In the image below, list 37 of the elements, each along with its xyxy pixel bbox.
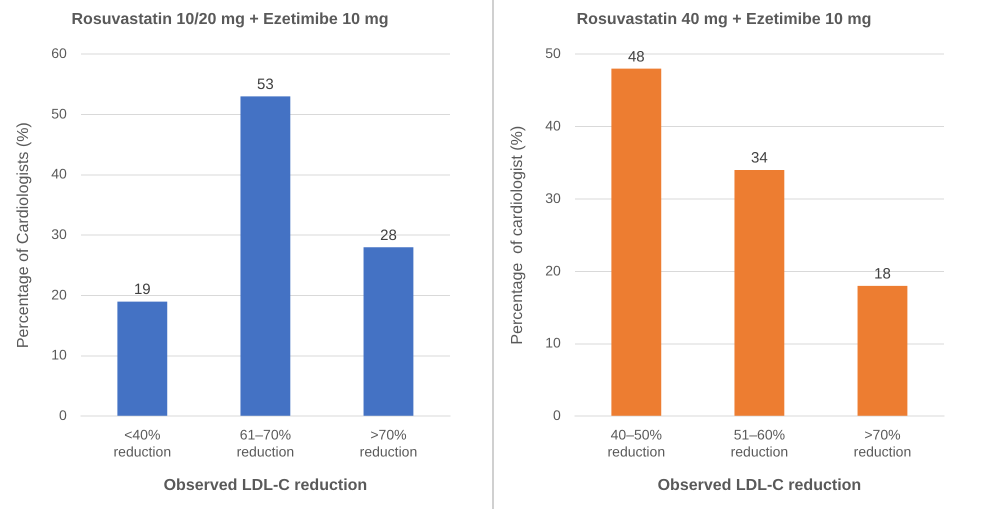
y-tick-label: 50 <box>545 45 561 62</box>
data-label: 34 <box>751 150 768 167</box>
bar <box>611 68 662 416</box>
x-tick-label: 51–60% reduction <box>730 426 788 460</box>
chart-title: Rosuvastatin 10/20 mg + Ezetimibe 10 mg <box>71 11 389 28</box>
data-label: 18 <box>874 266 891 283</box>
data-label: 53 <box>257 76 274 94</box>
y-tick-label: 30 <box>51 226 67 242</box>
x-tick-label: 40–50% reduction <box>608 426 666 460</box>
y-tick-label: 30 <box>545 190 561 206</box>
y-tick-label: 0 <box>552 407 561 424</box>
x-tick-label: <40% reduction <box>114 426 172 460</box>
y-tick-label: 40 <box>545 117 561 134</box>
x-tick-label: >70% reduction <box>854 426 912 460</box>
bar <box>364 247 414 416</box>
bar <box>734 170 784 416</box>
bar <box>240 96 290 416</box>
x-tick-label: >70% reduction <box>360 426 418 460</box>
bar <box>858 286 908 416</box>
x-tick-label: 61–70% reduction <box>236 426 294 460</box>
y-tick-label: 10 <box>51 346 67 363</box>
x-axis-title: Observed LDL-C reduction <box>658 476 862 494</box>
data-label: 48 <box>628 48 645 66</box>
y-tick-label: 10 <box>545 334 561 351</box>
chart-title: Rosuvastatin 40 mg + Ezetimibe 10 mg <box>576 11 872 28</box>
y-axis-title: Percentage of cardiologist (%) <box>509 126 526 345</box>
y-tick-label: 60 <box>51 45 67 62</box>
data-label: 28 <box>380 226 397 244</box>
y-axis-title: Percentage of Cardiologists (%) <box>15 122 32 348</box>
data-label: 19 <box>134 281 151 298</box>
x-axis-title: Observed LDL-C reduction <box>164 476 368 494</box>
y-tick-label: 0 <box>58 407 67 424</box>
y-tick-label: 20 <box>51 286 67 302</box>
y-tick-label: 50 <box>51 105 67 122</box>
y-tick-label: 40 <box>51 166 67 182</box>
bar <box>117 302 168 416</box>
y-tick-label: 20 <box>545 262 561 278</box>
